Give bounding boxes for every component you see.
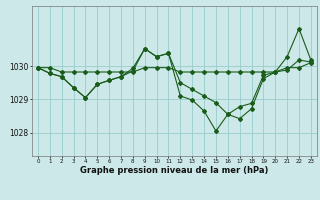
X-axis label: Graphe pression niveau de la mer (hPa): Graphe pression niveau de la mer (hPa) — [80, 166, 268, 175]
